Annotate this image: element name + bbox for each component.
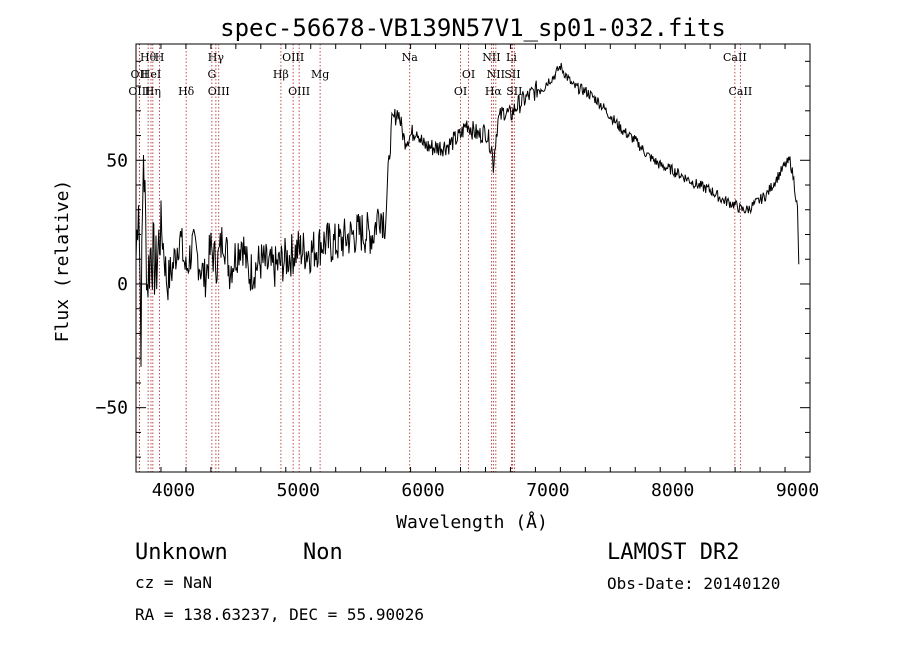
y-tick-label-1: 0 xyxy=(117,274,128,295)
x-tick-label-3: 7000 xyxy=(526,480,569,501)
coordinates: RA = 138.63237, DEC = 55.90026 xyxy=(135,605,424,624)
y-tick-label-2: 50 xyxy=(106,150,128,171)
y-axis: −50 0 50 xyxy=(95,60,810,458)
line-label-24: CaII xyxy=(729,85,753,98)
x-tick-label-0: 4000 xyxy=(152,480,195,501)
y-axis-label: Flux (relative) xyxy=(52,180,73,343)
line-label-7: Hγ xyxy=(208,51,225,64)
line-label-0: OII xyxy=(131,68,149,81)
obs-date: Obs-Date: 20140120 xyxy=(607,574,780,593)
line-label-5: H xyxy=(155,51,165,64)
line-label-21: SII xyxy=(504,68,520,81)
line-label-15: OI xyxy=(454,85,467,98)
line-label-12: OIII xyxy=(288,85,310,98)
line-label-14: Na xyxy=(402,51,419,64)
line-label-10: Hβ xyxy=(273,68,289,81)
class-label: Unknown xyxy=(135,540,228,565)
spectrum-series xyxy=(135,62,800,367)
line-label-2: Hθ xyxy=(140,51,157,64)
line-labels: OIIOIIIHθHeIHηHHδHγGOIIIHβOIIIOIIIMgNaOI… xyxy=(128,51,752,98)
subclass-label: Non xyxy=(303,540,343,565)
x-tick-label-5: 9000 xyxy=(776,480,819,501)
line-label-20: Li xyxy=(506,51,517,64)
emission-line-markers xyxy=(138,44,741,472)
x-tick-label-4: 8000 xyxy=(651,480,694,501)
line-label-4: Hη xyxy=(145,85,161,98)
plot-frame xyxy=(135,43,811,473)
survey-label: LAMOST DR2 xyxy=(607,540,739,565)
y-tick-label-0: −50 xyxy=(95,398,128,419)
line-label-8: G xyxy=(207,68,216,81)
line-label-18: Hα xyxy=(485,85,503,98)
x-axis-label: Wavelength (Å) xyxy=(396,511,548,533)
x-tick-label-2: 6000 xyxy=(401,480,444,501)
chart-title: spec-56678-VB139N57V1_sp01-032.fits xyxy=(220,14,726,42)
line-label-9: OIII xyxy=(208,85,230,98)
redshift-value: cz = NaN xyxy=(135,573,212,592)
line-label-23: CaII xyxy=(723,51,747,64)
line-label-6: Hδ xyxy=(178,85,195,98)
line-label-16: OI xyxy=(462,68,475,81)
x-axis: 4000 5000 6000 7000 8000 9000 xyxy=(135,44,819,501)
line-label-1: OIII xyxy=(128,85,150,98)
line-label-19: NII xyxy=(487,68,505,81)
line-label-3: HeI xyxy=(141,68,161,81)
line-label-22: SII xyxy=(506,85,522,98)
line-label-13: Mg xyxy=(311,68,329,81)
line-label-11: OIII xyxy=(282,51,304,64)
line-label-17: NII xyxy=(482,51,500,64)
x-tick-label-1: 5000 xyxy=(277,480,320,501)
